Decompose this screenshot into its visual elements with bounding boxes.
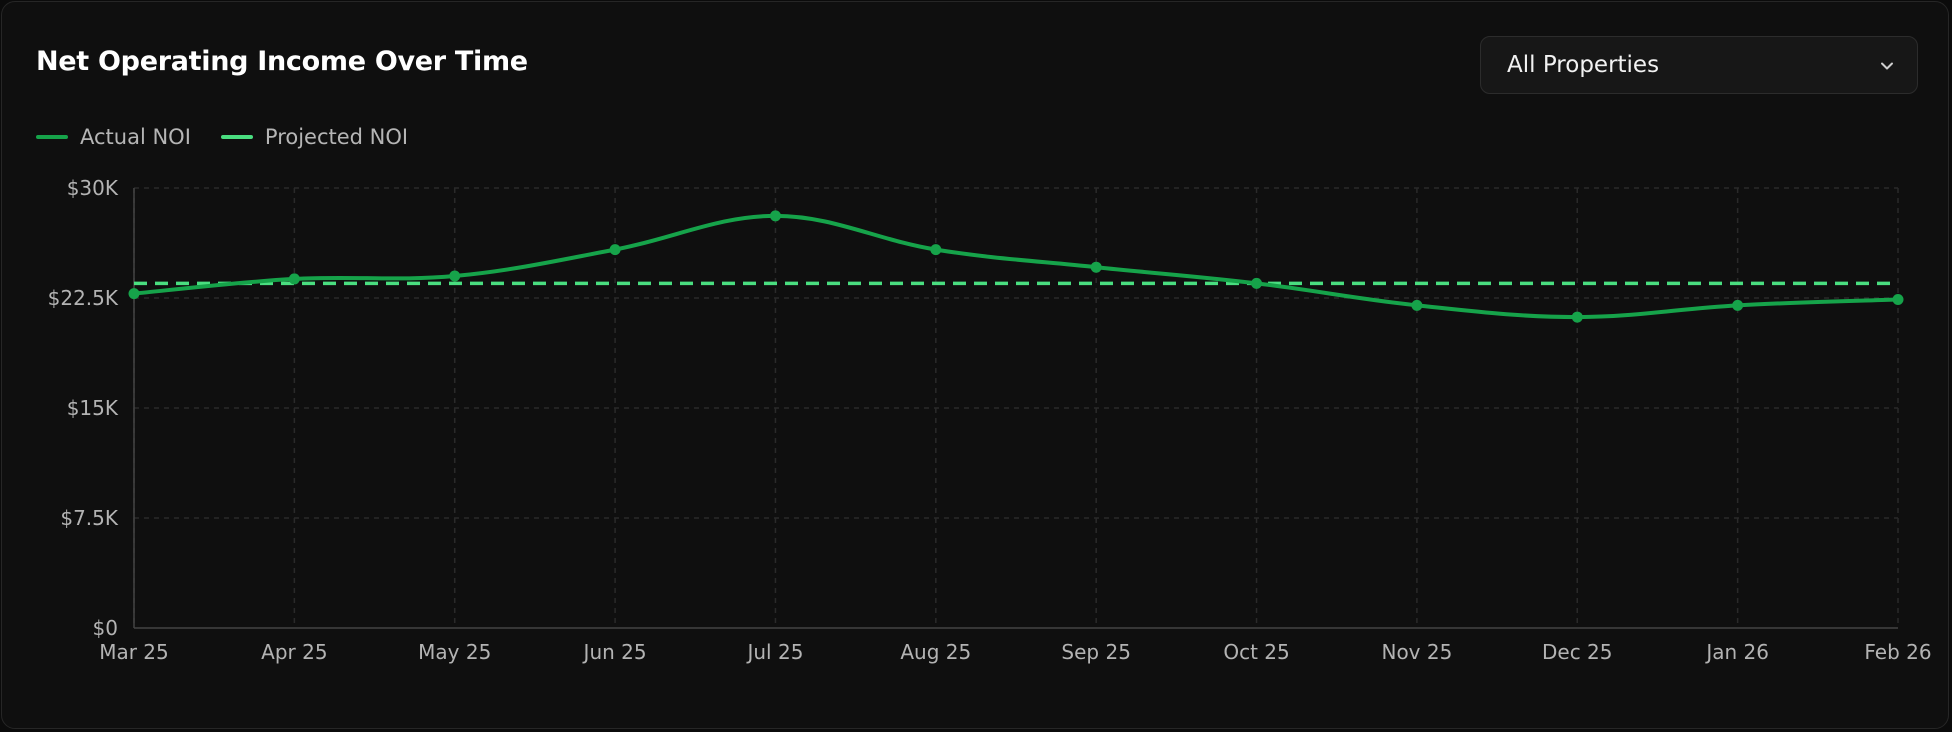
- data-point-actual-noi[interactable]: [1571, 311, 1583, 323]
- data-point-actual-noi[interactable]: [769, 210, 781, 222]
- x-tick-label: Jul 25: [745, 640, 803, 664]
- x-tick-label: Dec 25: [1542, 640, 1613, 664]
- x-tick-label: Feb 26: [1864, 640, 1931, 664]
- data-point-actual-noi[interactable]: [1251, 277, 1263, 289]
- chart-grid: [133, 187, 1899, 628]
- chart-title: Net Operating Income Over Time: [36, 46, 528, 77]
- x-tick-label: Aug 25: [900, 640, 971, 664]
- chart-axes: [133, 188, 1898, 629]
- data-point-actual-noi[interactable]: [128, 288, 140, 300]
- data-point-actual-noi[interactable]: [1892, 293, 1904, 305]
- data-point-actual-noi[interactable]: [1090, 261, 1102, 273]
- x-tick-label: Jun 25: [582, 640, 647, 664]
- y-tick-label: $15K: [67, 396, 119, 420]
- y-tick-label: $30K: [67, 176, 119, 200]
- x-tick-label: Jan 26: [1704, 640, 1769, 664]
- y-tick-label: $0: [93, 616, 118, 640]
- property-filter-dropdown[interactable]: All Properties: [1480, 36, 1918, 94]
- legend-swatch-actual: [36, 135, 68, 139]
- x-tick-label: Apr 25: [261, 640, 327, 664]
- x-tick-label: Nov 25: [1381, 640, 1452, 664]
- data-point-actual-noi[interactable]: [1411, 299, 1423, 311]
- legend-label-actual: Actual NOI: [80, 125, 191, 149]
- property-filter-value: All Properties: [1507, 52, 1660, 78]
- data-point-actual-noi[interactable]: [449, 270, 461, 282]
- data-point-actual-noi[interactable]: [1732, 299, 1744, 311]
- x-tick-label: Mar 25: [99, 640, 169, 664]
- y-tick-label: $22.5K: [48, 286, 119, 310]
- series-line-actual-noi: [133, 213, 1899, 320]
- legend-label-projected: Projected NOI: [264, 125, 409, 149]
- chart-tick-labels: $0 $7.5K $15K $22.5K $30K Mar 25 Apr 25 May 25 J…: [48, 176, 1932, 664]
- chart-legend: Actual NOI Projected NOI: [36, 122, 438, 152]
- x-tick-label: May 25: [418, 640, 491, 664]
- data-point-actual-noi[interactable]: [609, 244, 621, 256]
- data-point-actual-noi[interactable]: [288, 273, 300, 285]
- legend-item-actual[interactable]: Actual NOI: [36, 125, 191, 149]
- chart-series: [128, 210, 1904, 323]
- x-tick-label: Sep 25: [1061, 640, 1131, 664]
- legend-item-projected[interactable]: Projected NOI: [220, 125, 409, 149]
- legend-swatch-projected: [220, 135, 253, 139]
- y-tick-label: $7.5K: [60, 506, 119, 530]
- x-tick-label: Oct 25: [1223, 640, 1289, 664]
- data-point-actual-noi[interactable]: [930, 244, 942, 256]
- chevron-down-icon: [1881, 62, 1893, 70]
